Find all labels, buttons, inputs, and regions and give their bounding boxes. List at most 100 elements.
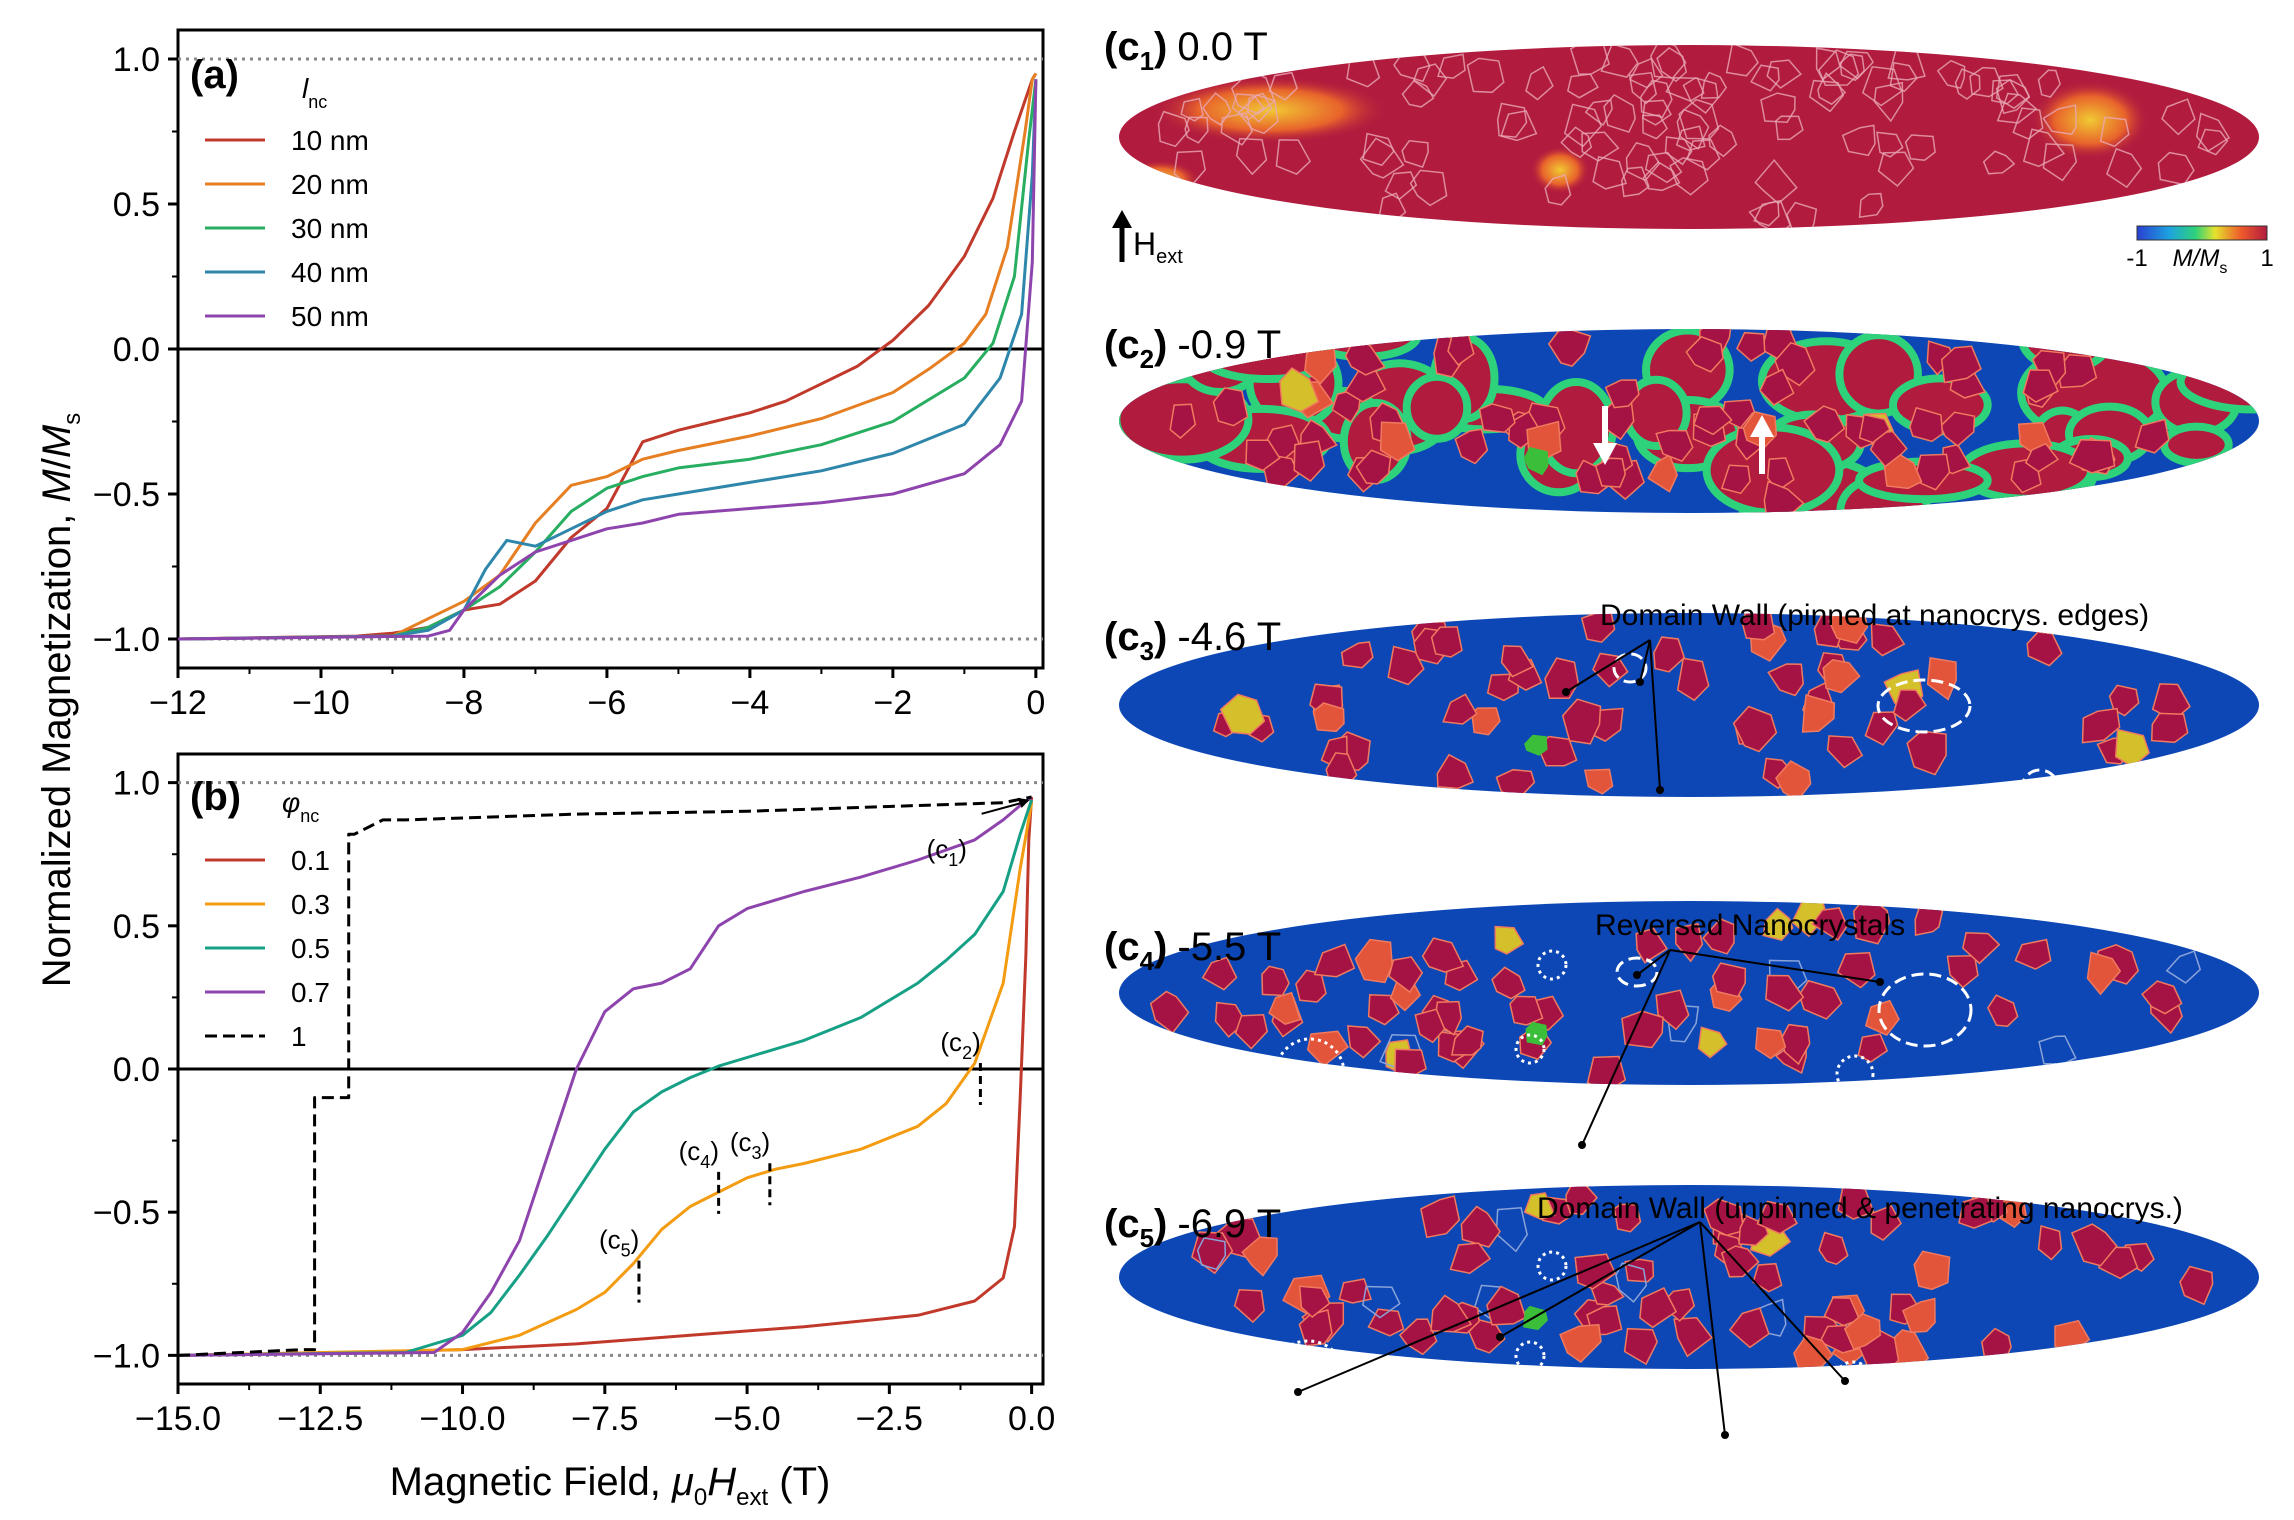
snapshot-c2: (c2) -0.9 T — [1104, 323, 2259, 513]
nanocrystal — [1725, 45, 1759, 77]
nanocrystal — [1861, 65, 1903, 107]
svg-text:1: 1 — [2260, 245, 2273, 272]
highlight-circle — [1572, 1148, 1604, 1176]
nanocrystal — [1409, 169, 1448, 207]
nanocrystal — [1686, 139, 1721, 171]
nanocrystal — [1766, 59, 1803, 89]
nanocrystal — [1642, 161, 1681, 192]
nanocrystal — [1936, 59, 1966, 89]
series-line-a-0 — [177, 72, 1038, 641]
snapshot-label: (c1) 0.0 T — [1104, 25, 1268, 76]
nanocrystal — [1584, 99, 1613, 127]
leader-dot — [1876, 978, 1884, 986]
spin-arrow-head-icon — [1593, 443, 1617, 465]
nanocrystal — [1653, 636, 1686, 673]
nanocrystal-green — [1524, 734, 1548, 756]
legend-title-b: φnc — [282, 787, 319, 826]
nanocrystal — [2068, 438, 2116, 474]
annotation-dw-unpinned: Domain Wall (unpinned & penetrating nano… — [1537, 1192, 2183, 1225]
nanocrystal — [1692, 405, 1733, 436]
legend-title-a: lnc — [302, 73, 327, 112]
nanocrystal — [1569, 45, 1610, 76]
highlight-circle — [2020, 768, 2060, 808]
nanocrystal — [1450, 1025, 1484, 1056]
nanocrystal — [1495, 768, 1536, 797]
highlight-circle — [1858, 1396, 1894, 1428]
nanocrystal — [1495, 1207, 1529, 1253]
nanocrystal — [1793, 1334, 1834, 1369]
nanocrystal — [1843, 1312, 1881, 1351]
nanocrystal — [1655, 989, 1690, 1031]
nanocrystal — [1354, 938, 1393, 984]
nanocrystal — [1604, 379, 1640, 409]
nanocrystal — [1958, 1193, 1993, 1229]
nanocrystal — [1883, 453, 1923, 490]
nanocrystal — [1544, 174, 1572, 206]
highlight-circle — [1566, 836, 1598, 864]
leader-dot — [1656, 786, 1664, 794]
series-line-b-2 — [177, 799, 1034, 1357]
nanocrystal — [1702, 918, 1735, 955]
highlight-circle — [1835, 1054, 1875, 1094]
nanocrystal — [2024, 442, 2060, 473]
y-tick-label: 1.0 — [113, 765, 160, 803]
nanocrystal — [1839, 53, 1865, 82]
magnetization-snapshots: (c1) 0.0 T (c2) -0.9 T (c3) -4.6 T (c4) -5.5 T (… — [1104, 25, 2259, 1458]
nanocrystal — [1940, 345, 1982, 384]
annotation-arrow — [981, 800, 1026, 815]
leader-dot — [1294, 1388, 1302, 1396]
annotation-label: (c2) — [940, 1027, 980, 1063]
nanocrystal — [1673, 1317, 1713, 1358]
x-tick-label: −10 — [292, 684, 350, 722]
domain-glow — [1530, 146, 1590, 194]
nanocrystal — [2012, 107, 2044, 140]
leader-line — [1565, 639, 1651, 693]
nanocrystal — [1987, 994, 2019, 1027]
y-tick-label: −1.0 — [93, 1337, 160, 1375]
nanocrystal — [1491, 966, 1526, 1000]
nanocrystal — [1736, 331, 1766, 362]
highlight-circle — [1700, 1422, 1740, 1458]
nanocrystal — [1430, 626, 1463, 658]
hext-label: Hext — [1133, 226, 1183, 268]
nanocrystal — [1728, 1307, 1770, 1349]
nanocrystal — [1892, 689, 1927, 723]
highlight-circle — [2100, 1380, 2136, 1416]
nanocrystal — [1268, 991, 1302, 1026]
highlight-circle — [2018, 1078, 2062, 1114]
legend-entry: 20 nm — [291, 169, 369, 200]
nanocrystal — [1202, 92, 1232, 126]
nanocrystal — [2195, 112, 2231, 152]
nanocrystal — [1233, 1289, 1265, 1324]
nanocrystal — [1803, 405, 1846, 444]
nanocrystal — [1791, 901, 1828, 938]
nanocrystal — [2014, 938, 2052, 970]
highlight-circle — [1876, 678, 1972, 734]
nanocrystal — [1561, 698, 1602, 745]
nanocrystal — [2197, 128, 2229, 156]
y-tick-label: 0.5 — [113, 908, 160, 946]
snapshot-c3: (c3) -4.6 T — [1104, 613, 2259, 864]
hext-arrow-icon — [1112, 210, 1132, 262]
leader-line — [1699, 1221, 1726, 1436]
panel-label-b: (b) — [190, 775, 241, 819]
annotation-label: (c1) — [927, 834, 967, 870]
nanocrystal — [1876, 131, 1904, 158]
nanocrystal — [1858, 413, 1891, 444]
nanocrystal — [1298, 1285, 1331, 1318]
highlight-circle — [1615, 956, 1659, 988]
y-tick-label: −0.5 — [93, 476, 160, 514]
nanocrystal — [1775, 760, 1812, 797]
leader-line — [1639, 639, 1651, 683]
snapshot-c4: (c4) -5.5 T — [1104, 901, 2259, 1176]
nanocrystal — [1412, 63, 1448, 98]
nanocrystal — [1563, 103, 1602, 148]
nanocrystal — [1720, 1245, 1760, 1278]
nanocrystal — [1486, 1285, 1527, 1326]
nanocrystal — [1760, 92, 1796, 123]
nanocrystal — [1313, 943, 1356, 978]
legend-entry: 40 nm — [291, 257, 369, 288]
nanocrystal — [1906, 730, 1947, 776]
nanocrystal — [1901, 1297, 1936, 1334]
x-tick-label: −15.0 — [135, 1400, 221, 1438]
